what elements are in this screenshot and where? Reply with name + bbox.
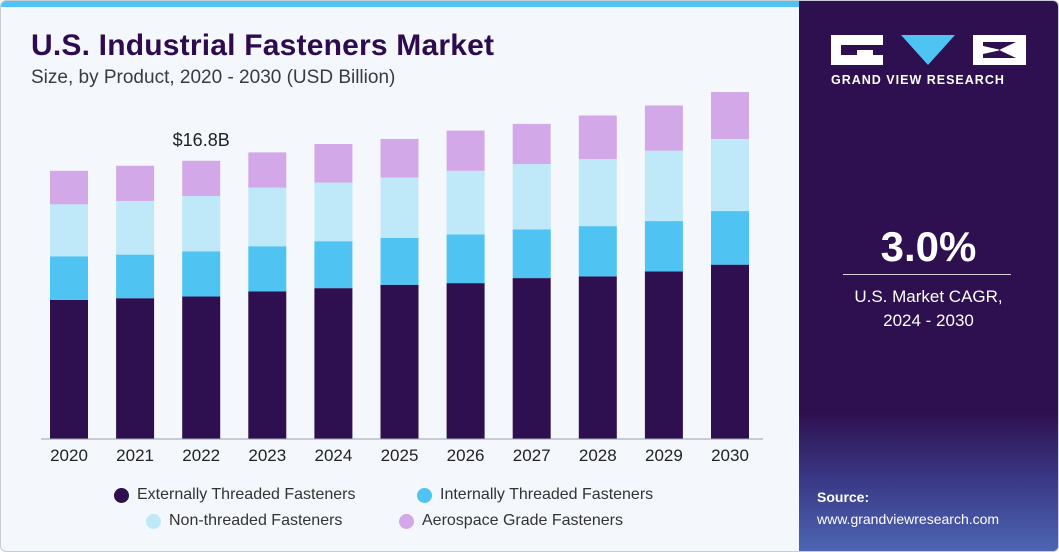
cagr-label-line-1: U.S. Market CAGR, (854, 287, 1003, 306)
accent-bar (1, 1, 799, 7)
bar-segment-externally-threaded-fasteners-2021 (116, 298, 155, 439)
bar-segment-externally-threaded-fasteners-2020 (50, 299, 88, 439)
x-tick-label: 2021 (116, 446, 154, 465)
stacked-bar-chart: 2020 2021 2022 $16.8B 2023 2024 2025 2026 2027 20… (41, 92, 763, 465)
bar-segment-aerospace-grade-fasteners-2026 (446, 130, 485, 171)
x-tick-label: 2030 (711, 446, 749, 465)
bar-segment-externally-threaded-fasteners-2024 (314, 288, 353, 439)
cagr-value: 3.0% (880, 223, 977, 270)
bar-segment-internally-threaded-fasteners-2023 (248, 246, 287, 292)
source-url[interactable]: www.grandviewresearch.com (817, 511, 1000, 527)
bar-segment-internally-threaded-fasteners-2029 (644, 221, 683, 272)
x-tick-label: 2026 (447, 446, 485, 465)
x-tick-label: 2020 (50, 446, 88, 465)
bar-segment-non-threaded-fasteners-2020 (50, 204, 88, 257)
bar-segment-aerospace-grade-fasteners-2024 (314, 143, 353, 183)
legend-item-aerospace-grade: Aerospace Grade Fasteners (399, 512, 623, 530)
bar-segment-non-threaded-fasteners-2021 (116, 200, 155, 255)
bar-segment-externally-threaded-fasteners-2022 (182, 296, 221, 439)
legend-swatch (399, 513, 414, 529)
bar-segment-internally-threaded-fasteners-2025 (380, 237, 419, 285)
bar-segment-aerospace-grade-fasteners-2028 (578, 115, 617, 160)
bar-segment-non-threaded-fasteners-2024 (314, 182, 353, 242)
x-tick-label: 2025 (381, 446, 419, 465)
bar-segment-externally-threaded-fasteners-2027 (512, 278, 551, 439)
bar-segment-non-threaded-fasteners-2026 (446, 170, 485, 235)
bar-segment-internally-threaded-fasteners-2026 (446, 234, 485, 284)
legend-label: Aerospace Grade Fasteners (422, 512, 623, 529)
bar-segment-aerospace-grade-fasteners-2022 (182, 160, 221, 196)
panel-gradient (799, 411, 1058, 551)
bar-segment-aerospace-grade-fasteners-2020 (50, 170, 88, 205)
bar-segment-internally-threaded-fasteners-2027 (512, 229, 551, 279)
x-tick-label: 2022 (182, 446, 220, 465)
bar-segment-internally-threaded-fasteners-2022 (182, 251, 221, 297)
legend-label: Internally Threaded Fasteners (440, 486, 654, 503)
bar-segment-non-threaded-fasteners-2022 (182, 195, 221, 252)
bar-segment-internally-threaded-fasteners-2020 (50, 256, 88, 300)
legend-label: Externally Threaded Fasteners (137, 486, 356, 503)
bar-segment-non-threaded-fasteners-2029 (644, 150, 683, 222)
chart-subtitle: Size, by Product, 2020 - 2030 (USD Billi… (31, 67, 396, 88)
x-tick-label: 2029 (645, 446, 683, 465)
data-label-total: $16.8B (173, 130, 230, 150)
bar-segment-non-threaded-fasteners-2023 (248, 187, 287, 247)
cagr-divider (843, 274, 1011, 275)
bar-segment-non-threaded-fasteners-2027 (512, 164, 551, 230)
brand-name: GRAND VIEW RESEARCH (831, 73, 1005, 87)
grand-view-research-logo (831, 35, 1026, 65)
bar-segment-non-threaded-fasteners-2028 (578, 159, 617, 227)
x-tick-label: 2023 (248, 446, 286, 465)
bar-segment-internally-threaded-fasteners-2024 (314, 241, 353, 289)
bar-segment-externally-threaded-fasteners-2026 (446, 283, 485, 439)
legend-swatch (417, 487, 432, 503)
legend-swatch (114, 487, 129, 503)
legend-label: Non-threaded Fasteners (169, 512, 343, 529)
bar-segment-externally-threaded-fasteners-2023 (248, 291, 287, 439)
bar-segment-externally-threaded-fasteners-2028 (578, 276, 617, 439)
cagr-label: U.S. Market CAGR, 2024 - 2030 (799, 285, 1058, 333)
bar-segment-internally-threaded-fasteners-2028 (578, 226, 617, 277)
legend-item-externally-threaded: Externally Threaded Fasteners (114, 486, 355, 504)
legend-swatch (146, 513, 161, 529)
bar-segment-internally-threaded-fasteners-2030 (711, 211, 749, 265)
chart-title: U.S. Industrial Fasteners Market (31, 29, 495, 62)
x-tick-label: 2024 (314, 446, 352, 465)
legend-item-non-threaded: Non-threaded Fasteners (146, 512, 342, 530)
bar-segment-aerospace-grade-fasteners-2030 (711, 92, 749, 139)
bar-segment-aerospace-grade-fasteners-2021 (116, 165, 155, 201)
legend-item-internally-threaded: Internally Threaded Fasteners (417, 486, 653, 504)
source-heading: Source: (817, 489, 870, 505)
side-panel: GRAND VIEW RESEARCH 3.0% U.S. Market CAG… (799, 1, 1058, 551)
bar-segment-aerospace-grade-fasteners-2029 (644, 105, 683, 151)
bar-segment-non-threaded-fasteners-2025 (380, 177, 419, 238)
cagr-label-line-2: 2024 - 2030 (883, 311, 974, 330)
x-tick-label: 2027 (513, 446, 551, 465)
bar-segment-externally-threaded-fasteners-2025 (380, 284, 419, 439)
bar-segment-internally-threaded-fasteners-2021 (116, 254, 155, 299)
bar-segment-non-threaded-fasteners-2030 (711, 138, 749, 212)
bar-segment-aerospace-grade-fasteners-2027 (512, 123, 551, 165)
bar-segment-aerospace-grade-fasteners-2023 (248, 152, 287, 188)
bar-segment-aerospace-grade-fasteners-2025 (380, 138, 419, 178)
x-tick-label: 2028 (579, 446, 617, 465)
bar-segment-externally-threaded-fasteners-2030 (711, 264, 749, 439)
bar-segment-externally-threaded-fasteners-2029 (644, 271, 683, 439)
